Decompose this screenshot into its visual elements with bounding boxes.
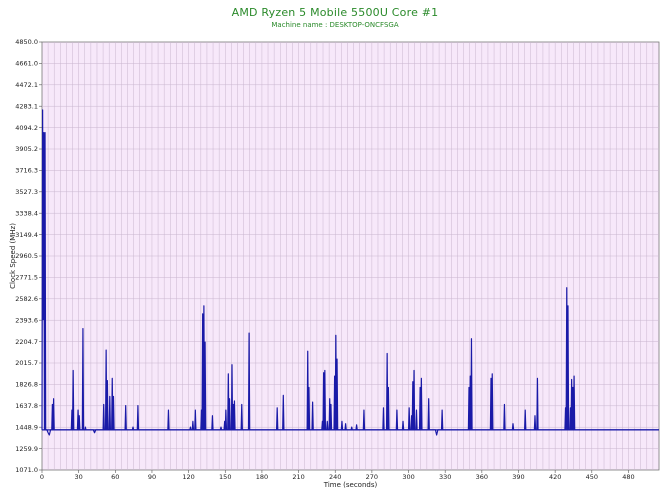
- x-tick-label: 90: [148, 473, 156, 481]
- y-tick-label: 2393.6: [15, 316, 38, 324]
- horizontal-gridlines: [42, 63, 659, 449]
- y-tick-label: 3338.4: [15, 209, 38, 217]
- x-tick-label: 60: [111, 473, 119, 481]
- y-tick-label: 3905.2: [15, 145, 38, 153]
- y-tick-label: 4472.1: [15, 81, 38, 89]
- x-tick-label: 360: [476, 473, 488, 481]
- y-axis-ticks: 1071.0 1259.9 1448.9 1637.8 1826.8 2015.7 2204…: [15, 38, 42, 474]
- x-tick-label: 390: [512, 473, 524, 481]
- x-axis-title: Time (seconds): [323, 481, 378, 489]
- x-tick-label: 300: [402, 473, 414, 481]
- y-tick-label: 1637.8: [15, 402, 38, 410]
- x-tick-label: 420: [549, 473, 561, 481]
- x-tick-label: 180: [256, 473, 268, 481]
- chart-title: AMD Ryzen 5 Mobile 5500U Core #1: [231, 6, 439, 19]
- y-tick-label: 4850.0: [15, 38, 38, 46]
- y-tick-label: 2204.7: [15, 338, 38, 346]
- y-tick-label: 3716.3: [15, 167, 38, 175]
- x-tick-label: 120: [182, 473, 194, 481]
- series-line: [41, 109, 659, 436]
- y-tick-label: 2771.5: [15, 274, 38, 282]
- y-tick-label: 2582.6: [15, 295, 38, 303]
- x-tick-label: 150: [219, 473, 231, 481]
- x-axis-ticks: 0 30 60 90 120 150 180 210 240 270 300 330 360 390 420…: [40, 470, 635, 481]
- x-tick-label: 330: [439, 473, 451, 481]
- x-tick-label: 270: [366, 473, 378, 481]
- y-tick-label: 2015.7: [15, 359, 38, 367]
- y-tick-label: 4283.1: [15, 102, 38, 110]
- y-axis-title: Clock Speed (MHz): [9, 223, 17, 289]
- y-tick-label: 4661.0: [15, 60, 38, 68]
- x-tick-label: 450: [586, 473, 598, 481]
- y-tick-label: 1826.8: [15, 381, 38, 389]
- y-tick-label: 3149.4: [15, 231, 38, 239]
- chart-subtitle: Machine name : DESKTOP-ONCFSGA: [271, 21, 399, 29]
- y-tick-label: 4094.2: [15, 124, 38, 132]
- x-tick-label: 240: [329, 473, 341, 481]
- x-tick-label: 480: [622, 473, 634, 481]
- y-tick-label: 2960.5: [15, 252, 38, 260]
- x-tick-label: 0: [40, 473, 44, 481]
- x-tick-label: 210: [292, 473, 304, 481]
- x-tick-label: 30: [75, 473, 83, 481]
- y-tick-label: 1448.9: [15, 423, 38, 431]
- y-tick-label: 1071.0: [15, 466, 38, 474]
- y-tick-label: 3527.3: [15, 188, 38, 196]
- y-tick-label: 1259.9: [15, 445, 38, 453]
